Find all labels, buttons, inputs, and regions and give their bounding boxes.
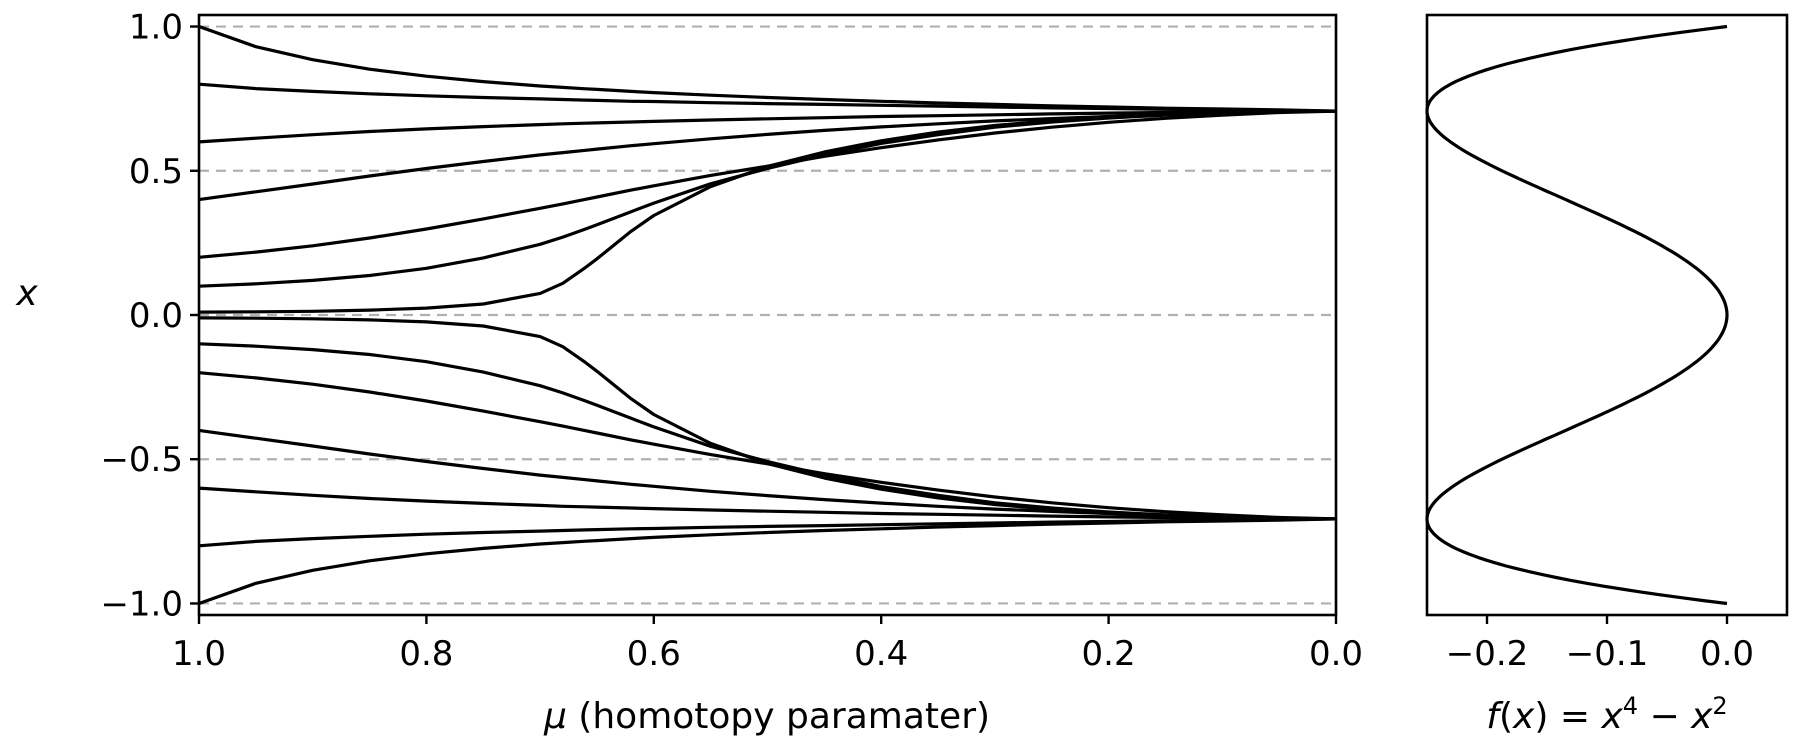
label-close-eq: ) =	[1534, 696, 1601, 737]
label-open-paren: (	[1499, 696, 1513, 737]
y-tick-label-1: 0.5	[129, 152, 183, 192]
y-gridlines	[199, 25, 1336, 605]
trajectory-line-6	[198, 109, 1337, 314]
x-tick-label-4: 0.2	[1082, 634, 1136, 674]
y-axis-ticks: 1.0 0.5 0.0 −0.5 −1.0	[100, 8, 199, 624]
trajectory-line-5	[198, 109, 1337, 288]
trajectory-line-3	[198, 109, 1337, 202]
trajectory-line-7	[198, 316, 1337, 521]
trajectory-line-10	[198, 428, 1337, 521]
side-x-axis-ticks: −0.2 −0.1 0.0	[1446, 615, 1754, 674]
x-tick-label-3: 0.4	[854, 634, 908, 674]
side-x-tick-label-2: 0.0	[1700, 634, 1754, 674]
trajectory-line-4	[198, 109, 1337, 259]
trajectory-line-0	[198, 24, 1337, 113]
y-tick-label-0: 1.0	[129, 8, 183, 48]
trajectory-line-11	[198, 486, 1337, 521]
objective-curve	[1425, 24, 1729, 606]
side-x-tick-label-0: −0.2	[1446, 634, 1529, 674]
trajectory-line-9	[198, 371, 1337, 521]
homotopy-trajectories-plot: 1.0 0.8 0.6 0.4 0.2 0.0 1.0 0.5 0.0 −0.5 −1.0 μ (…	[15, 8, 1363, 737]
label-minus: −	[1638, 696, 1691, 737]
x-axis-label: μ (homotopy paramater)	[543, 696, 990, 737]
side-x-axis-label: f(x) = x4 − x2	[1486, 692, 1727, 737]
label-x1: x	[1512, 696, 1535, 737]
label-x3: x	[1690, 696, 1713, 737]
side-x-tick-label-1: −0.1	[1566, 634, 1649, 674]
trajectory-lines	[198, 24, 1337, 606]
x-tick-label-0: 1.0	[172, 634, 226, 674]
label-x2: x	[1600, 696, 1623, 737]
trajectory-line-13	[198, 517, 1337, 606]
x-axis-label-mu: μ	[543, 696, 567, 737]
label-exp4: 4	[1623, 692, 1638, 720]
y-tick-label-2: 0.0	[129, 296, 183, 336]
side-plot-frame	[1425, 13, 1789, 617]
x-tick-label-5: 0.0	[1309, 634, 1363, 674]
y-axis-label: x	[15, 273, 38, 314]
label-exp2: 2	[1712, 692, 1727, 720]
x-axis-ticks: 1.0 0.8 0.6 0.4 0.2 0.0	[172, 615, 1363, 674]
x-tick-label-1: 0.8	[399, 634, 453, 674]
trajectory-line-8	[198, 342, 1337, 521]
y-tick-label-3: −0.5	[100, 440, 183, 480]
objective-function-plot: −0.2 −0.1 0.0 f(x) = x4 − x2	[1425, 13, 1789, 737]
x-tick-label-2: 0.6	[627, 634, 681, 674]
trajectory-line-2	[198, 109, 1337, 144]
x-axis-label-rest: (homotopy paramater)	[567, 696, 990, 737]
trajectory-line-1	[198, 82, 1337, 113]
y-tick-label-4: −1.0	[100, 584, 183, 624]
objective-curve-group	[1425, 24, 1729, 606]
